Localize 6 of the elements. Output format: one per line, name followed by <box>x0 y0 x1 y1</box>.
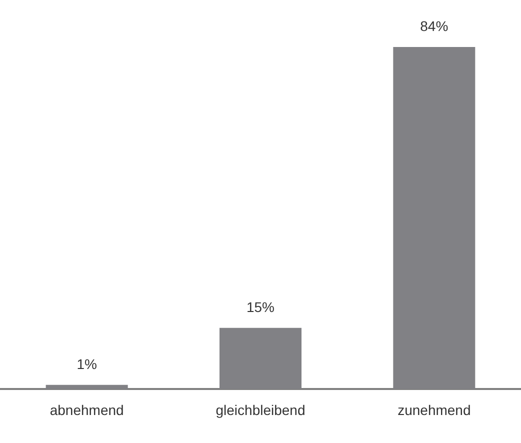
x-tick-label: gleichbleibend <box>216 402 306 418</box>
x-tick-label: zunehmend <box>398 402 471 418</box>
x-tick-label: abnehmend <box>50 402 124 418</box>
data-label: 15% <box>246 298 275 315</box>
data-label: 84% <box>420 18 448 34</box>
data-label: 1% <box>76 356 97 372</box>
